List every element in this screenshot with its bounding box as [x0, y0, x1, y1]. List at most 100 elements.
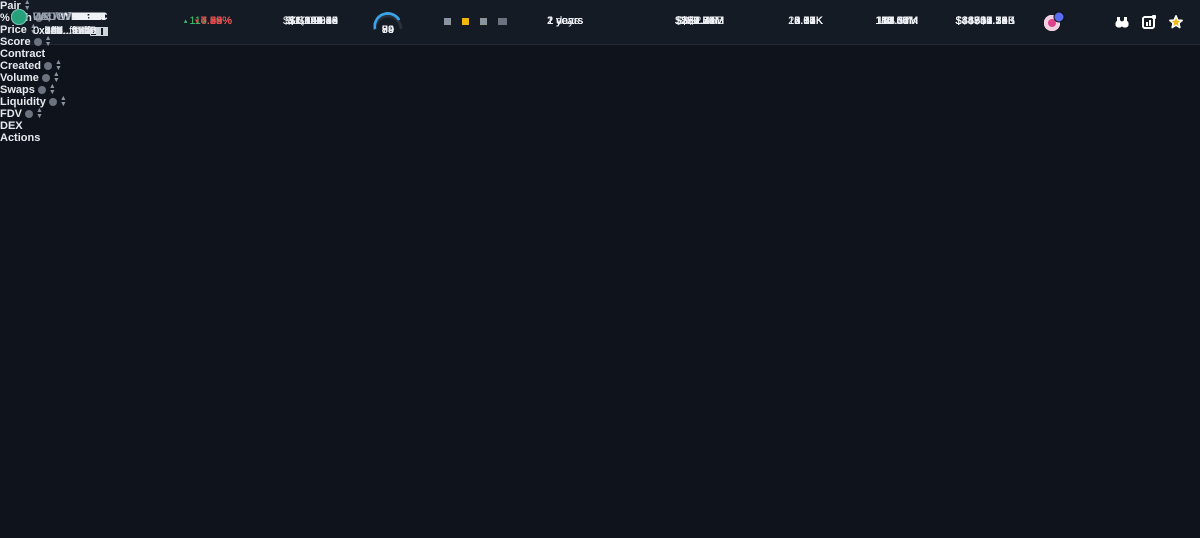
sort-icon: ▲ ▼ — [44, 35, 52, 48]
fdv: $44853.31B — [955, 15, 1015, 28]
pair-slash: / — [64, 11, 74, 23]
swaps: 3.80K — [794, 15, 823, 28]
trend-arrow: ▾ — [195, 18, 199, 26]
score: 99 — [381, 24, 395, 36]
pair-slash: / — [64, 11, 74, 23]
address-text: 0x4e6...fa36 — [33, 25, 94, 37]
pair-name[interactable]: USDC / WETH — [33, 11, 106, 23]
trend-arrow: ▾ — [195, 18, 199, 26]
column-header: DEX — [0, 120, 1200, 132]
quote-token: WETH — [73, 11, 106, 23]
info-icon — [33, 38, 42, 46]
column-header[interactable]: Swaps ▲ ▼ — [0, 83, 1200, 96]
volume: $750.65M — [675, 15, 724, 28]
address-text: 0x341...27c6 — [33, 25, 96, 37]
info-icon — [34, 14, 43, 22]
address-text: 0x605...a270 — [33, 25, 97, 37]
copy-icon[interactable] — [90, 26, 99, 36]
pair-name[interactable]: USDC / WETH — [33, 11, 106, 23]
pair-slash: / — [65, 11, 75, 23]
pair-name[interactable]: USDT / WETH — [33, 11, 104, 23]
pair-name[interactable]: USDT / WETH — [33, 11, 104, 23]
column-header[interactable]: Volume ▲ ▼ — [0, 71, 1200, 84]
contract-icon — [480, 18, 487, 26]
liquidity: 4.60M — [887, 15, 918, 28]
column-header: Contract — [0, 48, 1200, 60]
price: $1,194.30 — [289, 15, 338, 28]
table-row[interactable]: DAI / WETH 0x605...a270 ▾ 7.58% $1,194.30 99 2… — [0, 9, 1200, 220]
trend-arrow: ▾ — [195, 18, 199, 26]
column-header[interactable]: Price ▲ ▼ — [0, 23, 1200, 36]
change-text: 114.09% — [189, 15, 232, 28]
created: 2 years — [547, 15, 584, 28]
address-text: 0x11b...97f6 — [33, 25, 93, 37]
fdv: $44900.53B — [955, 15, 1015, 28]
copy-icon[interactable] — [96, 26, 105, 36]
chart-button[interactable] — [1142, 15, 1156, 30]
table-row[interactable]: WETH / WBTC 0x458...20c0 ▾ 7.95% $16,841.65 9… — [0, 9, 1200, 263]
pair-name[interactable]: USDT / WETH — [33, 11, 104, 23]
pair-name[interactable]: USDC / USDT — [33, 11, 103, 23]
pair-slash: / — [62, 11, 72, 23]
change-24h: ▴ 114.09% — [184, 15, 232, 27]
base-token: WETH — [33, 11, 66, 23]
trend-arrow: ▴ — [183, 18, 188, 26]
change-24h: ▾ 7.95% — [195, 15, 232, 27]
column-header[interactable]: Pair ▲ ▼ — [0, 0, 1200, 12]
change-24h: ▾ 7.79% — [195, 15, 232, 27]
column-header[interactable]: Score ▲ ▼ — [0, 35, 1200, 48]
base-token: USDT — [33, 11, 63, 23]
liquidity: 117.85M — [876, 15, 918, 28]
liquidity: 82.87M — [881, 15, 918, 28]
table-row[interactable]: USDC / WETH 0x8ad...e6d8 ▾ 7.63% $1,189.43 89… — [0, 9, 1200, 395]
pair-name[interactable]: DAI / WETH — [33, 11, 93, 23]
table-row[interactable]: USDC / WETH 0x397...aca0 ▾ 7.62% $1,192.94 89… — [0, 9, 1200, 439]
address-text: 0x397...aca0 — [33, 25, 96, 37]
pair-name[interactable]: USDC / WETH — [33, 11, 106, 23]
pair-name[interactable]: USDC / WETH — [33, 11, 106, 23]
quote-token: USDT — [73, 11, 104, 23]
price: $0.002853 — [286, 15, 338, 28]
column-header[interactable]: FDV ▲ ▼ — [0, 107, 1200, 120]
volume: $251.69M — [675, 15, 724, 28]
contract-icon — [462, 18, 469, 26]
created: 2 years — [547, 15, 584, 28]
created: 2 years — [547, 15, 584, 28]
pair-address: 0x4e6...fa36 — [33, 25, 105, 37]
pair-name[interactable]: WETH / WBTC — [33, 11, 108, 23]
info-icon — [43, 62, 52, 70]
base-token: USDC — [33, 11, 65, 23]
quote-token: WBTC — [74, 11, 108, 23]
price: $1,192.94 — [289, 15, 338, 28]
change-text: 7.79% — [200, 15, 232, 28]
star-button[interactable] — [1169, 15, 1183, 29]
volume: $2.76M — [687, 15, 724, 28]
address-text: 0x0d4...1852 — [33, 25, 97, 37]
fdv: $38732.39B — [955, 15, 1015, 28]
base-token: WETH — [33, 11, 66, 23]
column-header[interactable]: Created ▲ ▼ — [0, 59, 1200, 72]
table-row[interactable]: USDT / WETH 0x0d4...1852 ▾ 7.46% $1,196.13 99… — [0, 9, 1200, 307]
quote-token: WETH — [60, 11, 93, 23]
column-header[interactable]: Liquidity ▲ ▼ — [0, 95, 1200, 108]
table-row[interactable]: WETH / FTTC 0x7f4...ff9d ▴ 114.09% $0.002853… — [0, 9, 1200, 351]
base-token: USDT — [33, 11, 63, 23]
quote-token: WETH — [71, 11, 105, 23]
address-text: 0x88e...5640 — [33, 25, 97, 37]
change-text: 7.23% — [200, 15, 232, 28]
trend-arrow: ▾ — [195, 18, 199, 26]
swaps: 3.13K — [794, 15, 823, 28]
score: 99 — [381, 24, 395, 36]
score: 74 — [381, 24, 395, 36]
change-text: 7.58% — [200, 15, 232, 28]
info-icon — [25, 110, 33, 118]
change-text: 7.62% — [200, 15, 232, 28]
table-row[interactable]: USDT / WETH 0x4e6...fa36 ▾ 6.84% $1,199.22 99… — [0, 9, 1200, 483]
created: 2 years — [547, 15, 584, 28]
column-header[interactable]: % 24h▲▼ — [0, 11, 1200, 24]
liquidity: 144.97K — [877, 15, 918, 28]
pair-name[interactable]: WETH / FTTC — [33, 11, 103, 23]
sort-icon: ▲ ▼ — [29, 23, 37, 36]
binoculars-button[interactable] — [1115, 15, 1129, 29]
